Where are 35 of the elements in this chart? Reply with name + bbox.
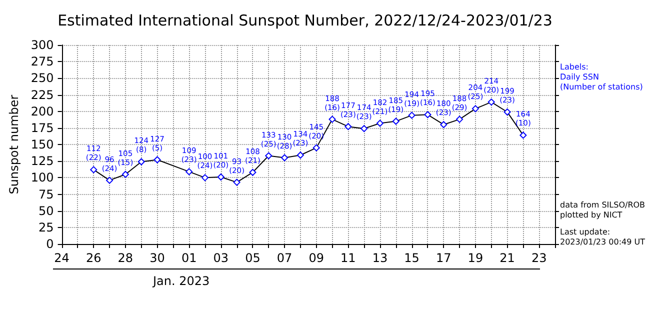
y-tick-label: 0 bbox=[46, 237, 54, 251]
y-tick-label: 200 bbox=[30, 104, 54, 118]
y-tick-label: 25 bbox=[38, 220, 54, 234]
y-tick-label: 75 bbox=[38, 187, 54, 202]
x-tick-label: 13 bbox=[372, 251, 388, 265]
x-tick-label: 09 bbox=[308, 251, 324, 265]
x-tick-label: 21 bbox=[500, 251, 515, 265]
y-tick-label: 225 bbox=[30, 88, 54, 102]
text: data from SILSO/ROB plotted by NICT bbox=[560, 200, 646, 220]
x-tick-label: 01 bbox=[181, 251, 197, 265]
text: Labels: Daily SSN (Number of stations) bbox=[560, 62, 643, 92]
x-tick-label: 23 bbox=[531, 251, 547, 265]
x-tick-label: 11 bbox=[340, 251, 356, 265]
y-tick-label: 50 bbox=[38, 204, 54, 218]
x-tick-label: 28 bbox=[118, 251, 134, 265]
y-tick-label: 150 bbox=[30, 138, 54, 152]
x-tick-label: 24 bbox=[54, 251, 70, 265]
x-tick-label: 05 bbox=[245, 251, 260, 265]
text: Last update: 2023/01/23 00:49 UT bbox=[560, 228, 646, 246]
y-tick-label: 100 bbox=[30, 170, 54, 185]
x-axis-title: Jan. 2023 bbox=[152, 274, 210, 288]
x-tick-label: 17 bbox=[436, 251, 452, 265]
chart-title: Estimated International Sunspot Number, 2022/12/24-2023/01/23 bbox=[58, 12, 552, 30]
y-tick-label: 300 bbox=[30, 38, 54, 52]
y-tick-label: 175 bbox=[30, 120, 54, 135]
x-tick-label: 30 bbox=[150, 251, 165, 265]
x-tick-label: 26 bbox=[86, 251, 102, 265]
x-tick-label: 15 bbox=[404, 251, 420, 265]
y-tick-label: 275 bbox=[30, 54, 54, 69]
y-tick-label: 250 bbox=[30, 71, 54, 86]
x-tick-label: 03 bbox=[213, 251, 229, 265]
x-tick-label: 07 bbox=[276, 251, 292, 265]
y-axis-title: Sunspot number bbox=[7, 94, 21, 194]
x-tick-label: 19 bbox=[468, 251, 484, 265]
y-tick-label: 125 bbox=[30, 154, 54, 168]
